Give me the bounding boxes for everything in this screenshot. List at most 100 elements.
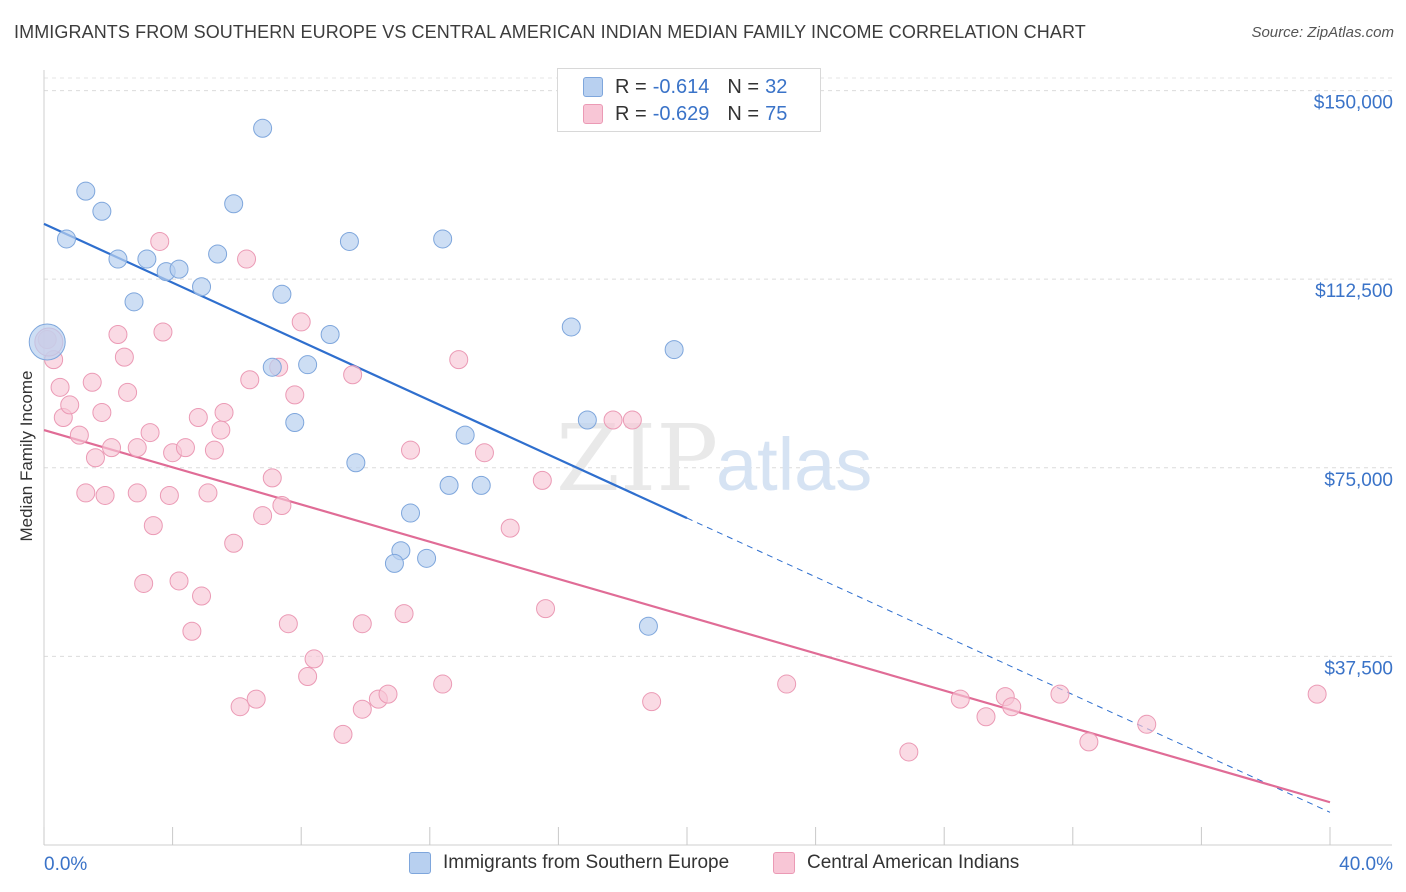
legend-row-central-american: R = -0.629 N = 75 xyxy=(583,102,805,126)
point-central-american xyxy=(143,516,163,536)
point-central-american xyxy=(237,249,257,269)
point-central-american xyxy=(95,485,115,505)
point-central-american xyxy=(82,372,102,392)
point-central-american xyxy=(298,667,318,687)
series-legend-item-central-american[interactable]: Central American Indians xyxy=(773,852,1019,874)
point-southern-europe xyxy=(272,284,292,304)
point-southern-europe xyxy=(384,553,404,573)
point-central-american xyxy=(950,689,970,709)
point-central-american xyxy=(976,707,996,727)
y-tick-label: $75,000 xyxy=(1324,470,1393,491)
series-swatch-blue xyxy=(409,852,431,874)
point-central-american xyxy=(211,420,231,440)
trend-line-extension xyxy=(686,517,1331,813)
point-central-american xyxy=(622,410,642,430)
point-central-american xyxy=(352,614,372,634)
point-central-american xyxy=(1307,684,1327,704)
watermark: ZIP atlas xyxy=(556,405,872,512)
series-name-central-american: Central American Indians xyxy=(807,852,1020,873)
point-southern-europe xyxy=(433,229,453,249)
point-central-american xyxy=(500,518,520,538)
trend-lines xyxy=(43,222,1331,813)
point-southern-europe xyxy=(664,340,684,360)
legend-n-label: N = xyxy=(727,75,760,98)
point-southern-europe xyxy=(471,475,491,495)
point-central-american xyxy=(159,485,179,505)
legend-swatch-blue xyxy=(583,77,603,97)
chart-title: IMMIGRANTS FROM SOUTHERN EUROPE VS CENTR… xyxy=(14,22,1086,42)
point-central-american xyxy=(214,402,234,422)
point-central-american xyxy=(69,425,89,445)
series-legend-item-southern-europe[interactable]: Immigrants from Southern Europe xyxy=(409,852,729,874)
point-central-american xyxy=(1050,684,1070,704)
point-central-american xyxy=(291,312,311,332)
legend-r-value: -0.614 xyxy=(652,75,710,98)
point-southern-europe xyxy=(638,616,658,636)
data-points xyxy=(28,118,1327,762)
point-central-american xyxy=(118,382,138,402)
point-southern-europe xyxy=(124,292,144,312)
point-central-american xyxy=(285,385,305,405)
point-central-american xyxy=(102,438,122,458)
x-tick-label-max: 40.0% xyxy=(1339,854,1393,875)
point-southern-europe xyxy=(285,413,305,433)
y-axis-label: Median Family Income xyxy=(17,370,36,542)
point-southern-europe xyxy=(137,249,157,269)
series-swatch-pink xyxy=(773,852,795,874)
point-central-american xyxy=(224,533,244,553)
point-southern-europe xyxy=(169,259,189,279)
point-central-american xyxy=(262,468,282,488)
point-southern-europe xyxy=(339,231,359,251)
series-name-southern-europe: Immigrants from Southern Europe xyxy=(443,852,730,873)
source-credit: Source: ZipAtlas.com xyxy=(1251,24,1394,41)
point-central-american xyxy=(153,322,173,342)
point-southern-europe xyxy=(455,425,475,445)
point-central-american xyxy=(1079,732,1099,752)
watermark-atlas: atlas xyxy=(716,423,872,506)
stats-legend: R = -0.614 N = 32 R = -0.629 N = 75 xyxy=(557,68,821,132)
legend-n-label: N = xyxy=(727,102,760,125)
point-southern-europe xyxy=(417,548,437,568)
point-central-american xyxy=(253,506,273,526)
legend-swatch-pink xyxy=(583,104,603,124)
legend-n-value: 75 xyxy=(765,102,788,125)
point-central-american xyxy=(198,483,218,503)
point-central-american xyxy=(343,365,363,385)
trend-line-central-american xyxy=(43,429,1331,804)
y-tick-label: $150,000 xyxy=(1314,93,1393,114)
point-southern-europe xyxy=(401,503,421,523)
y-tick-label: $112,500 xyxy=(1315,281,1393,302)
point-central-american xyxy=(150,231,170,251)
trend-line-southern-europe xyxy=(43,222,688,520)
point-central-american xyxy=(278,614,298,634)
point-central-american xyxy=(76,483,96,503)
point-central-american xyxy=(246,689,266,709)
x-tick-label-min: 0.0% xyxy=(44,854,87,875)
point-central-american xyxy=(85,448,105,468)
point-central-american xyxy=(127,483,147,503)
point-southern-europe xyxy=(320,325,340,345)
point-southern-europe xyxy=(224,194,244,214)
legend-r-label: R = xyxy=(615,75,647,98)
legend-r-value: -0.629 xyxy=(652,102,710,125)
point-central-american xyxy=(378,684,398,704)
tick-labels: $37,500 $75,000 $112,500 $150,000 0.0% 40.0% xyxy=(44,93,1393,875)
point-central-american xyxy=(352,699,372,719)
point-southern-europe xyxy=(298,355,318,375)
point-central-american xyxy=(175,438,195,458)
legend-row-southern-europe: R = -0.614 N = 32 xyxy=(583,75,805,99)
point-southern-europe xyxy=(439,475,459,495)
point-central-american xyxy=(401,440,421,460)
point-central-american xyxy=(899,742,919,762)
point-central-american xyxy=(304,649,324,669)
point-southern-europe xyxy=(108,249,128,269)
point-central-american xyxy=(394,604,414,624)
point-southern-europe xyxy=(92,201,112,221)
point-central-american xyxy=(777,674,797,694)
series-legend: Immigrants from Southern Europe Central … xyxy=(0,852,1406,878)
point-central-american xyxy=(127,438,147,458)
point-central-american xyxy=(50,377,70,397)
legend-r-label: R = xyxy=(615,102,647,125)
y-tick-label: $37,500 xyxy=(1324,658,1393,679)
point-central-american xyxy=(60,395,80,415)
